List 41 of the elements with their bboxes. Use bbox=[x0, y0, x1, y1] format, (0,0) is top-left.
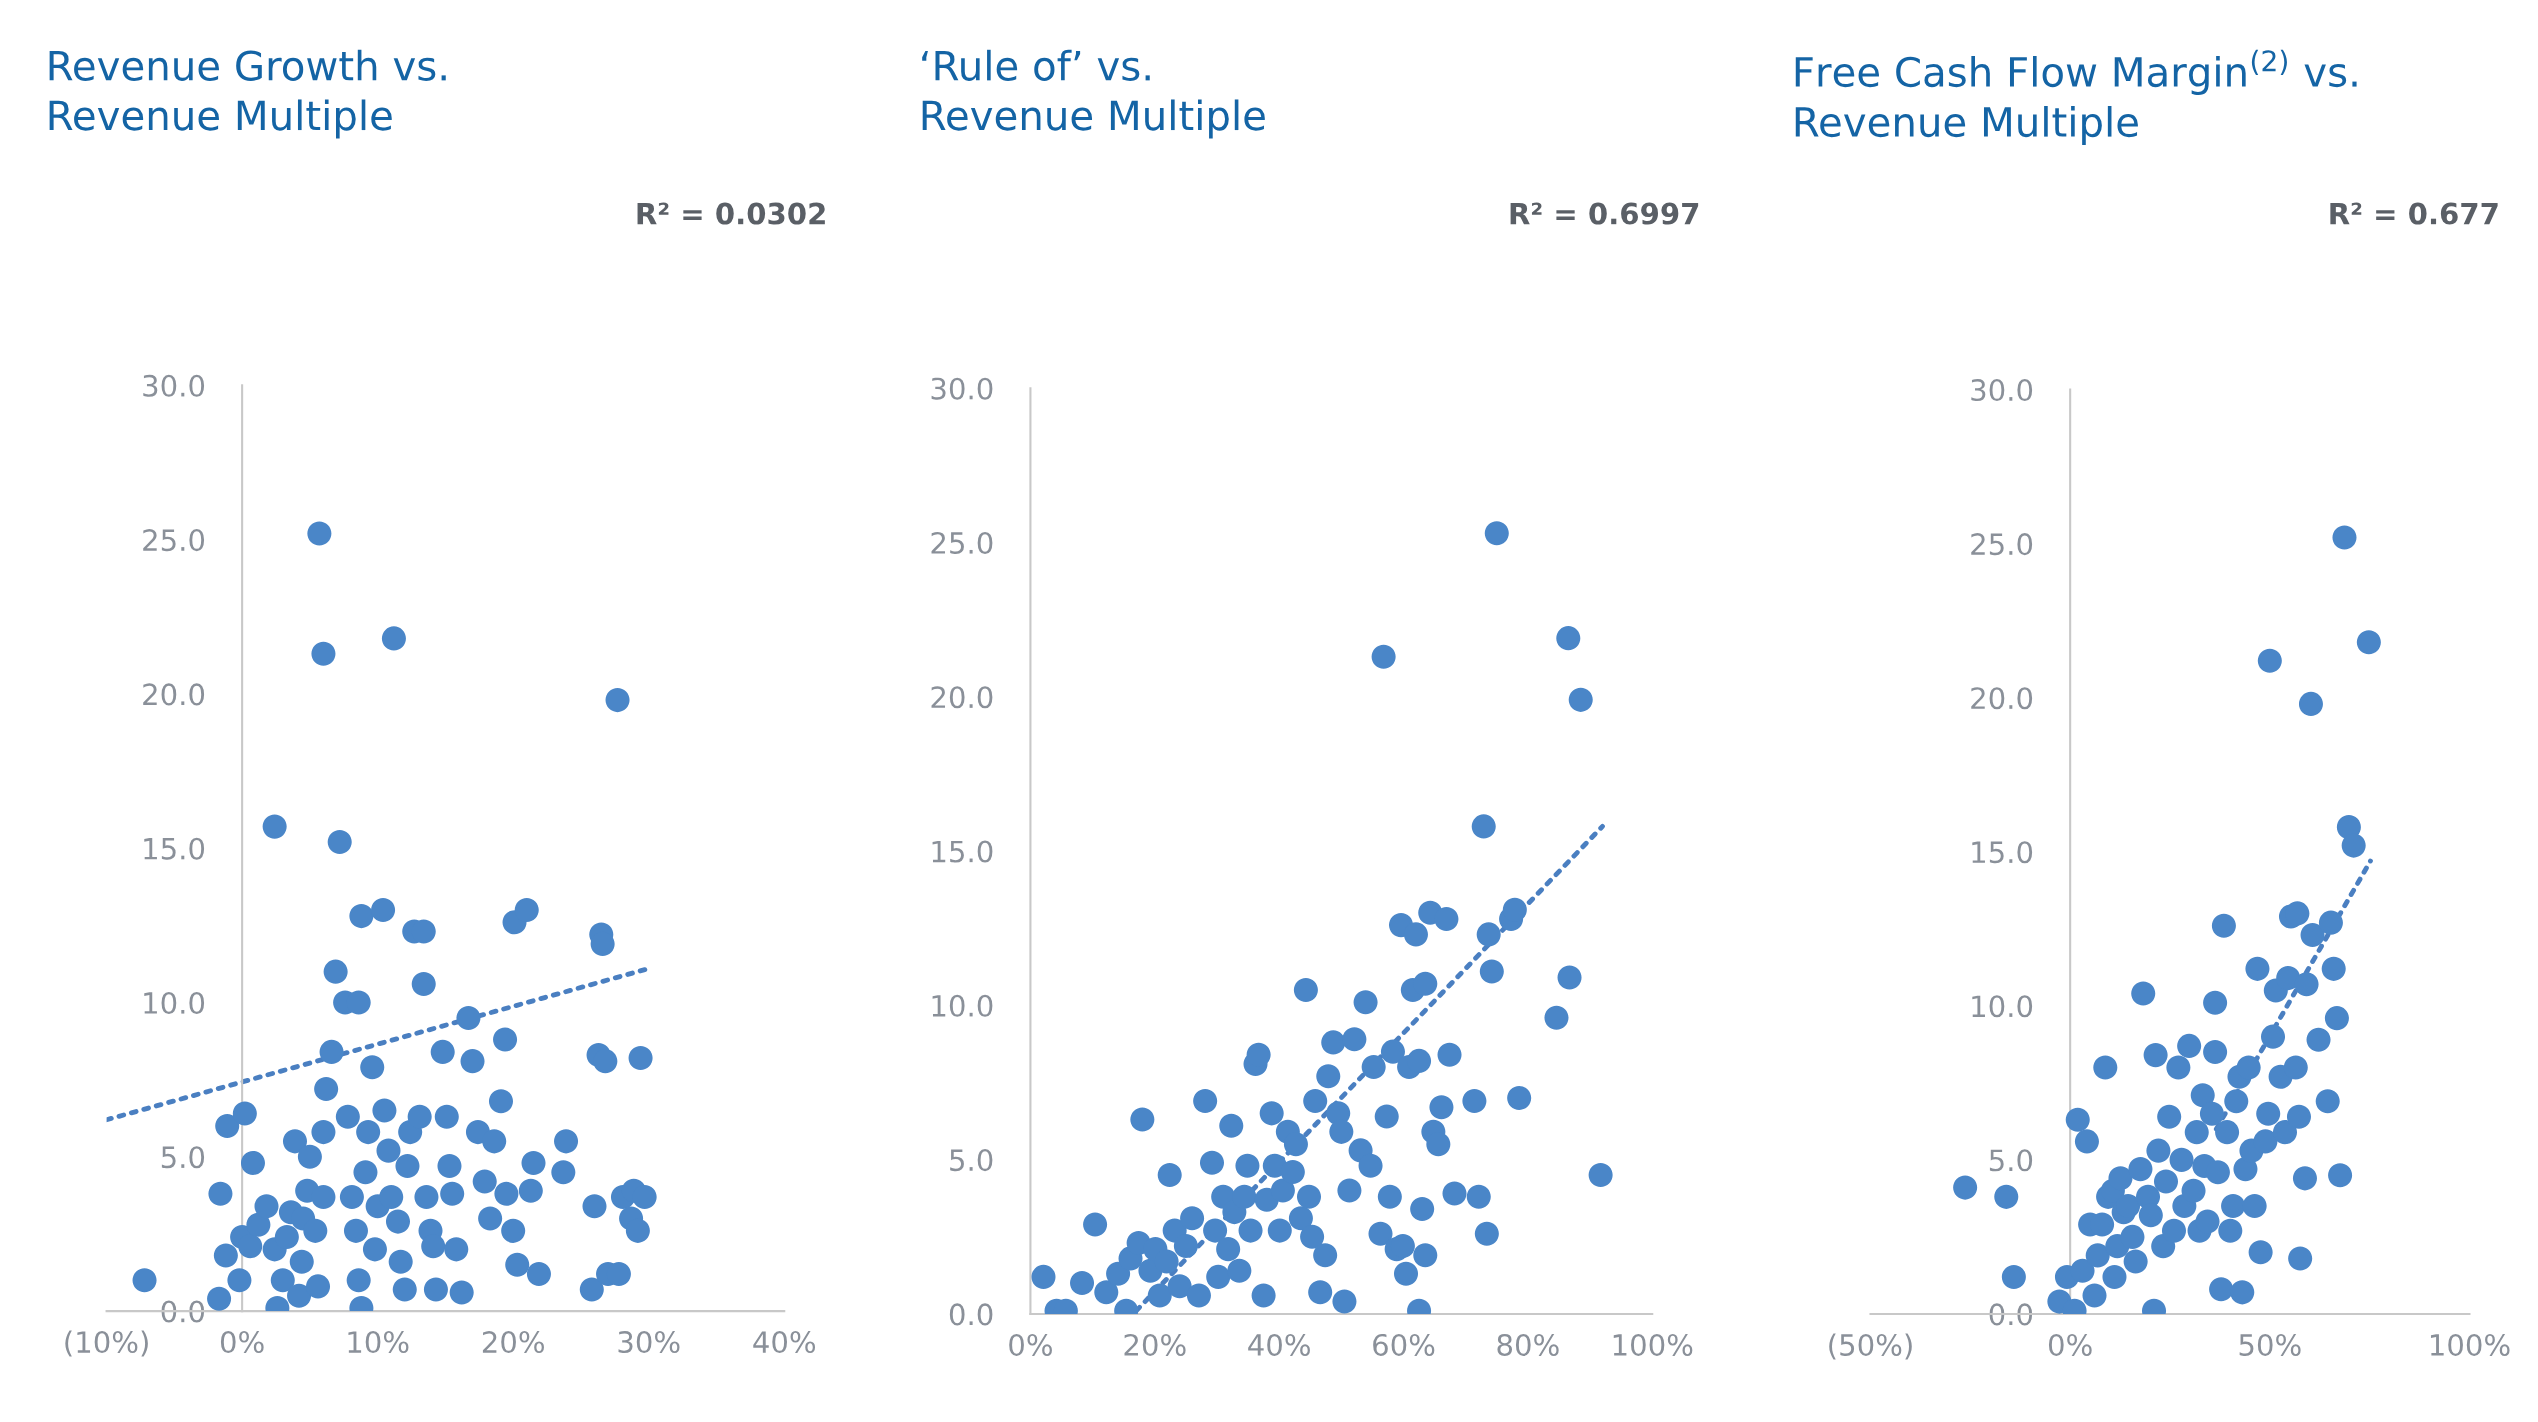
x-tick-label: 0% bbox=[2048, 1333, 2092, 1356]
x-tick-label: 60% bbox=[1373, 1333, 1435, 1356]
x-tick-label: 80% bbox=[1497, 1333, 1559, 1356]
chart-title: ‘Rule of’ vs. Revenue Multiple bbox=[922, 49, 1265, 139]
y-tick-label: 20.0 bbox=[143, 683, 205, 706]
y-tick-label: 5.0 bbox=[950, 1149, 993, 1172]
x-tick-label: 0% bbox=[220, 1331, 264, 1354]
y-tick-label: 30.0 bbox=[1971, 379, 2033, 402]
y-tick-label: 15.0 bbox=[144, 837, 205, 860]
y-tick-label: 15.0 bbox=[1972, 841, 2033, 864]
chart-title: Revenue Growth vs. Revenue Multiple bbox=[49, 49, 446, 139]
x-tick-label: 40% bbox=[1248, 1333, 1310, 1356]
x-tick-label: (10%) bbox=[65, 1330, 148, 1357]
y-tick-label: 20.0 bbox=[1971, 687, 2033, 710]
text: R² = 0.677 bbox=[2330, 202, 2498, 225]
chart-title: Free Cash Flow Margin$^{(2)}$ vs. Revenue Multiple bbox=[1795, 49, 2357, 145]
text: R² = 0.0302 bbox=[637, 202, 825, 225]
y-tick-label: 30.0 bbox=[931, 377, 993, 400]
x-tick-label: 10% bbox=[348, 1331, 409, 1354]
y-tick-label: 5.0 bbox=[1989, 1149, 2033, 1172]
y-tick-label: 25.0 bbox=[143, 529, 205, 552]
x-tick-label: 30% bbox=[618, 1331, 680, 1354]
y-tick-label: 30.0 bbox=[143, 374, 205, 397]
x-tick-label: 20% bbox=[1124, 1333, 1186, 1356]
y-tick-label: 15.0 bbox=[932, 840, 993, 863]
y-tick-label: 10.0 bbox=[1972, 995, 2033, 1018]
y-tick-label: 10.0 bbox=[144, 991, 205, 1015]
x-tick-label: 20% bbox=[482, 1331, 544, 1354]
x-tick-label: 50% bbox=[2239, 1333, 2301, 1356]
y-tick-label: 20.0 bbox=[931, 686, 993, 709]
x-tick-label: 100% bbox=[1613, 1333, 1693, 1356]
y-tick-label: 0.0 bbox=[949, 1303, 993, 1326]
y-tick-label: 25.0 bbox=[931, 531, 993, 554]
x-tick-label: 40% bbox=[753, 1331, 816, 1354]
y-tick-label: 5.0 bbox=[161, 1146, 205, 1169]
x-tick-label: (50%) bbox=[1829, 1333, 1912, 1360]
x-tick-label: 100% bbox=[2430, 1333, 2510, 1356]
text: R² = 0.6997 bbox=[1510, 202, 1699, 225]
x-tick-label: 0% bbox=[1009, 1333, 1052, 1356]
y-tick-label: 25.0 bbox=[1971, 533, 2033, 556]
y-tick-label: 10.0 bbox=[932, 994, 993, 1017]
